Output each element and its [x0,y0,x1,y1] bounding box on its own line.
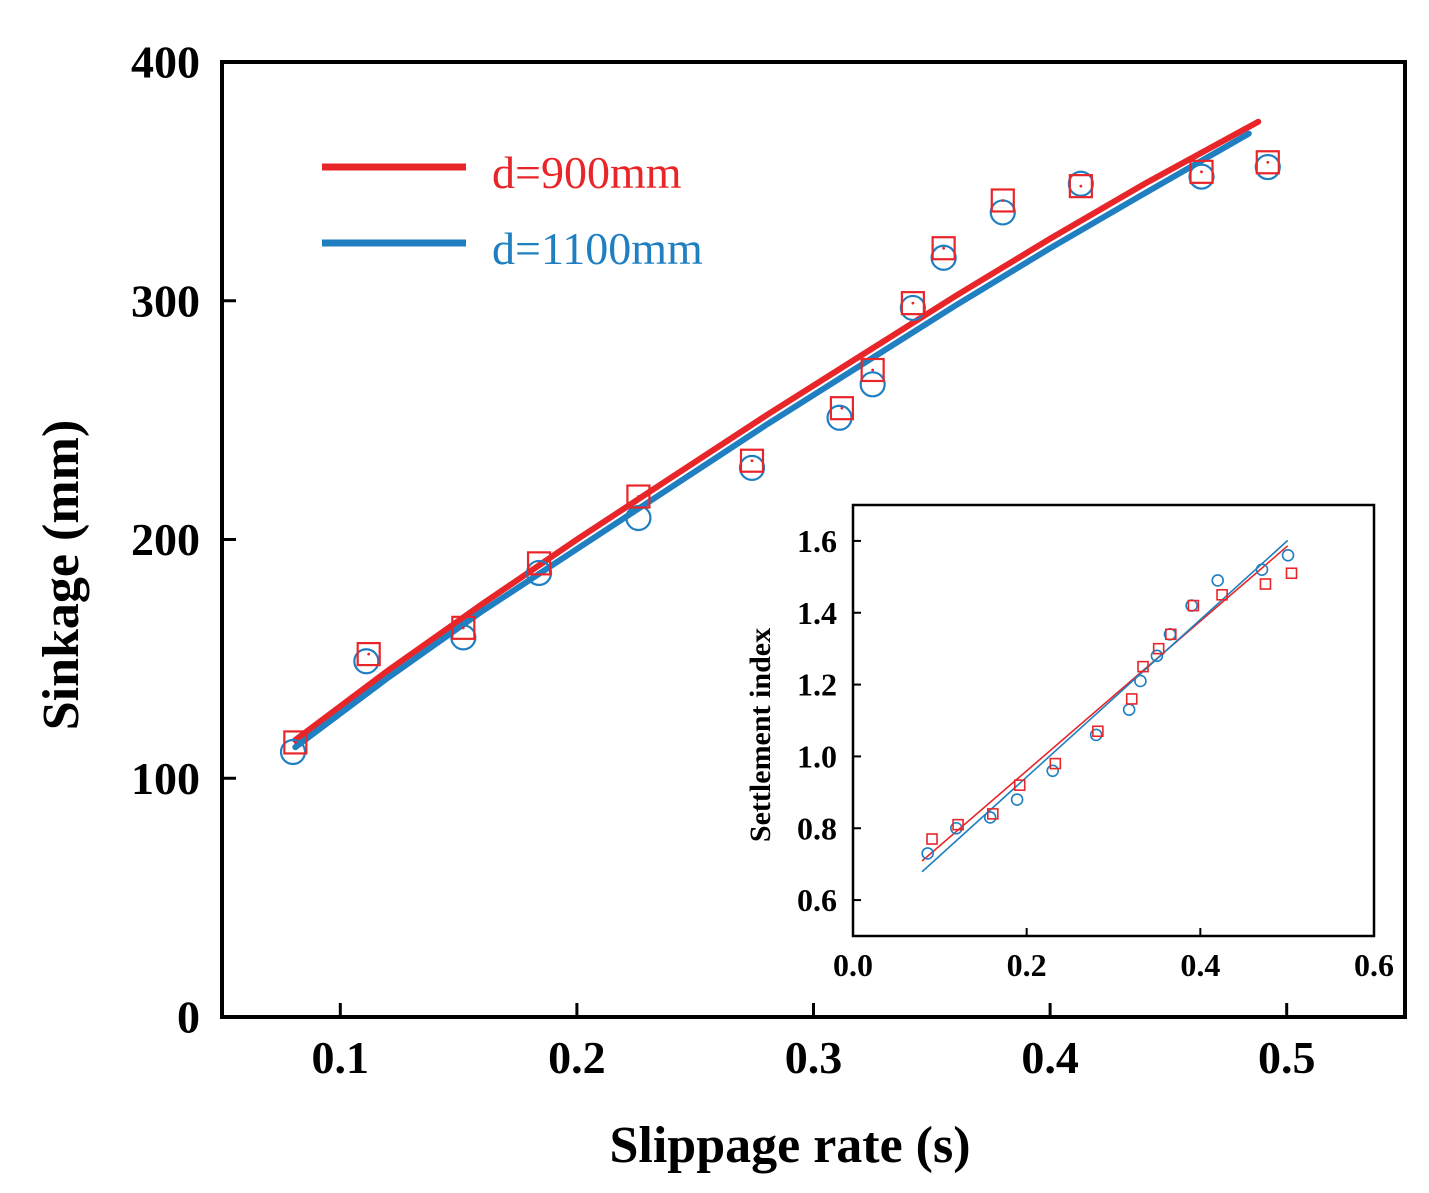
inset-point-square [1092,725,1104,738]
main-y-axis-title: Sinkage (mm) [33,420,90,731]
main-point-square [1068,174,1093,199]
main-point-center-dot [1200,170,1203,174]
main-point-center-dot [367,652,371,656]
main-point-center-dot [871,368,875,372]
main-point-center-dot [942,246,946,250]
main-point-circle [1188,163,1215,190]
main-point-circle [279,738,307,766]
inset-x-tick-label: 0.0 [833,947,873,983]
main-point-square [860,357,885,383]
main-y-tick-label: 300 [131,275,200,326]
inset-y-tick-label: 1.2 [797,667,837,703]
main-point-center-dot [293,741,297,744]
main-x-tick-label: 0.4 [1021,1032,1079,1083]
inset-x-tick-label: 0.6 [1354,947,1394,983]
main-point-circle [859,371,886,398]
main-point-square [283,730,308,755]
legend-label-1100: d=1100mm [492,223,703,274]
main-point-circle [353,648,380,675]
main-point-circle [625,504,652,532]
inset-point-circle [950,821,963,835]
inset-point-square [926,833,938,845]
main-point-center-dot [1079,184,1083,188]
main-point-square [931,236,956,261]
inset-point-square [1125,693,1138,705]
inset-point-square [1152,642,1165,655]
inset-plot-frame [851,503,1376,938]
main-fit-line-d=900mm [292,118,1262,743]
main-point-square [739,448,765,473]
inset-y-tick-label: 0.6 [797,882,837,918]
inset-point-square [1013,779,1026,791]
inset-point-circle [1010,793,1024,806]
main-point-circle [899,294,926,322]
inset-point-square [1259,578,1272,590]
inset-point-circle [1281,548,1295,562]
inset-y-axis-title: Settlement index [744,628,777,842]
main-point-square [990,188,1015,213]
main-point-center-dot [461,626,465,630]
inset-point-square [952,818,964,831]
main-y-tick-label: 200 [131,514,200,565]
inset-plot-area: 0.0 0.2 0.4 0.6 0.6 0.8 1.0 1.2 1.4 1.6 [797,523,1394,983]
inset-point-circle [1089,728,1103,742]
main-x-tick-label: 0.3 [785,1032,843,1083]
main-point-square [829,396,854,421]
main-point-square [900,291,925,316]
main-point-square [1255,150,1280,175]
main-y-tick-label: 400 [131,37,200,88]
inset-point-square [1216,588,1228,601]
inset-y-tick-label: 1.4 [797,595,837,631]
main-point-square [451,615,476,640]
main-x-axis-title: Slippage rate (s) [609,1117,970,1174]
inset-point-circle [1046,764,1060,778]
main-point-square [1189,159,1214,184]
inset-point-square [1137,660,1149,673]
main-x-tick-label: 0.5 [1258,1032,1316,1083]
main-point-square [526,551,552,576]
inset-point-circle [1211,574,1224,587]
main-point-center-dot [840,406,844,410]
main-fit-line-d=1100mm [292,130,1252,751]
main-x-tick-label: 0.2 [548,1032,606,1083]
main-point-center-dot [537,561,541,565]
inset-y-tick-label: 1.0 [797,738,837,774]
inset-point-circle [983,811,997,824]
inset-y-tick-label: 0.8 [797,810,837,846]
main-plot-area: 0.1 0.2 0.3 0.4 0.5 0 100 200 300 400 [131,37,1315,1084]
main-point-center-dot [911,301,915,305]
main-x-tick-label: 0.1 [312,1032,370,1083]
inset-point-square [1049,757,1062,770]
inset-point-square [1187,599,1200,612]
main-y-tick-label: 100 [131,753,200,804]
main-point-square [626,484,651,509]
inset-point-circle [921,847,934,860]
inset-point-square [1165,628,1177,641]
main-point-square [356,641,381,667]
main-point-center-dot [637,495,640,498]
main-point-circle [1254,153,1281,181]
inset-point-square [1285,567,1298,580]
inset-x-tick-label: 0.2 [1007,947,1047,983]
legend: d=900mm d=1100mm [322,147,703,274]
inset-point-square [987,808,999,820]
legend-label-900: d=900mm [492,147,682,198]
inset-point-circle [1134,674,1147,688]
main-point-center-dot [1266,160,1270,164]
main-point-center-dot [750,459,754,463]
inset-point-circle [1150,649,1164,663]
inset-y-tick-label: 1.6 [797,523,837,559]
main-y-tick-label: 0 [177,992,200,1043]
inset-x-tick-label: 0.4 [1180,947,1220,983]
main-point-center-dot [1001,199,1005,202]
inset-point-circle [1255,563,1269,576]
main-point-circle [826,404,853,431]
